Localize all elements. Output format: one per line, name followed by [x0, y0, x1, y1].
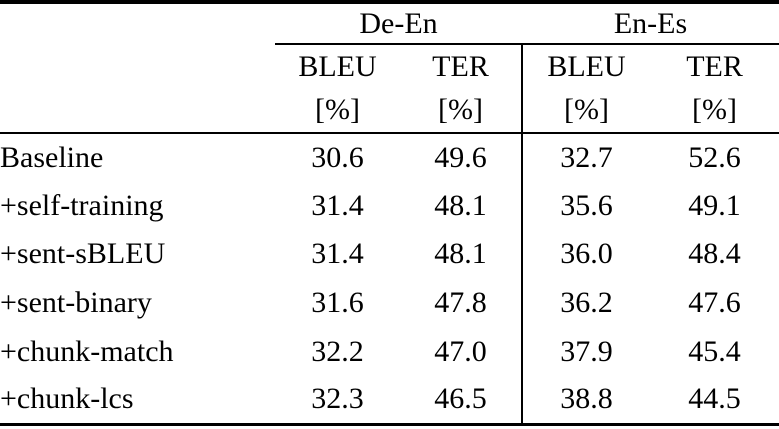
- cell-ter-en-es: 52.6: [688, 140, 741, 174]
- table-row-self-training: +self-training 31.4 48.1 35.6 49.1: [0, 181, 779, 231]
- cell-ter-de-en: 48.1: [400, 230, 524, 279]
- header-ter-de-en: TER: [400, 44, 524, 88]
- cell-bleu-en-es: 32.7: [560, 140, 613, 174]
- cell-ter-de-en: 47.0: [400, 327, 524, 376]
- cell-ter-de-en: 47.8: [400, 278, 524, 328]
- cell-ter-en-es: 48.4: [688, 237, 741, 271]
- corner-cell: [0, 44, 275, 88]
- cell-bleu-en-es: 36.0: [560, 237, 613, 271]
- cell-bleu-en-es: 37.9: [560, 334, 613, 368]
- cell-ter-de-en: 46.5: [400, 375, 524, 425]
- table-row-baseline: Baseline 30.6 49.6 32.7 52.6: [0, 133, 779, 182]
- row-label: Baseline: [0, 140, 104, 174]
- col-group-en-es: En-Es: [522, 2, 779, 45]
- table-row-sent-binary: +sent-binary 31.6 47.8 36.2 47.6: [0, 278, 779, 328]
- group-header-row: De-En En-Es: [0, 2, 779, 45]
- header-bleu-de-en: BLEU: [298, 49, 377, 83]
- cell-ter-en-es: 44.5: [688, 382, 741, 416]
- cell-bleu-de-en: 32.2: [311, 334, 364, 368]
- cell-bleu-en-es: 38.8: [560, 382, 613, 416]
- row-label: +self-training: [0, 188, 164, 222]
- cell-ter-de-en: 49.6: [400, 133, 524, 182]
- unit-ter-de-en: [%]: [400, 88, 524, 134]
- row-label: +chunk-match: [0, 334, 174, 368]
- cell-bleu-de-en: 31.4: [311, 237, 364, 271]
- col-group-de-en: De-En: [275, 2, 523, 45]
- table-row-sent-sbleu: +sent-sBLEU 31.4 48.1 36.0 48.4: [0, 230, 779, 279]
- row-label: +chunk-lcs: [0, 382, 134, 416]
- cell-bleu-en-es: 36.2: [560, 286, 613, 320]
- corner-cell: [0, 2, 275, 44]
- cell-bleu-de-en: 32.3: [311, 382, 364, 416]
- corner-cell: [0, 88, 275, 134]
- header-ter-en-es: TER: [686, 49, 743, 83]
- cell-bleu-en-es: 35.6: [560, 188, 613, 222]
- cell-bleu-de-en: 31.4: [311, 188, 364, 222]
- header-bleu-en-es: BLEU: [547, 49, 626, 83]
- unit-ter-en-es: [%]: [650, 88, 779, 134]
- row-label: +sent-binary: [0, 286, 152, 320]
- cell-bleu-de-en: 30.6: [311, 140, 364, 174]
- cell-ter-en-es: 47.6: [688, 286, 741, 320]
- unit-bleu-en-es: [%]: [522, 88, 651, 134]
- metric-header-row: BLEU TER BLEU TER: [0, 44, 779, 88]
- table-row-chunk-lcs: +chunk-lcs 32.3 46.5 38.8 44.5: [0, 375, 779, 425]
- row-label: +sent-sBLEU: [0, 237, 166, 271]
- cell-ter-en-es: 49.1: [688, 188, 741, 222]
- unit-bleu-de-en: [%]: [275, 88, 400, 134]
- unit-header-row: [%] [%] [%] [%]: [0, 88, 779, 134]
- table-row-chunk-match: +chunk-match 32.2 47.0 37.9 45.4: [0, 327, 779, 376]
- cell-ter-en-es: 45.4: [688, 334, 741, 368]
- cell-ter-de-en: 48.1: [400, 181, 524, 231]
- cell-bleu-de-en: 31.6: [311, 286, 364, 320]
